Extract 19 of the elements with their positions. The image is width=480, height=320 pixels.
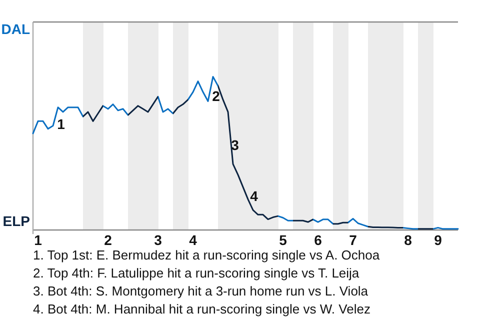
text: ELP — [2, 213, 30, 229]
text: 2. Top 4th: F. Latulippe hit a run-scoring single vs T. Leija — [33, 266, 360, 280]
annotation: 2 — [212, 88, 220, 104]
x-tick-label: 7 — [349, 232, 358, 248]
x-tick-label: 8 — [404, 232, 412, 248]
text: 1. Top 1st: E. Bermudez hit a run-scoring single vs A. Ochoa — [33, 248, 380, 262]
x-tick-label: 2 — [104, 232, 112, 248]
x-tick-label: 3 — [154, 232, 162, 248]
x-tick-label: 1 — [34, 232, 42, 248]
text: 3. Bot 4th: S. Montgomery hit a 3-run home run vs L. Viola — [33, 284, 369, 298]
annotation: 3 — [231, 137, 240, 153]
text: DAL — [1, 21, 30, 37]
x-tick-label: 6 — [314, 232, 322, 248]
x-tick-label: 4 — [189, 232, 198, 248]
annotation: 1 — [57, 116, 66, 132]
x-tick-label: 9 — [434, 232, 442, 248]
text: 4. Bot 4th: M. Hannibal hit a run-scoring single vs W. Velez — [33, 302, 370, 316]
x-tick-label: 5 — [279, 232, 288, 248]
annotation: 4 — [250, 188, 258, 204]
